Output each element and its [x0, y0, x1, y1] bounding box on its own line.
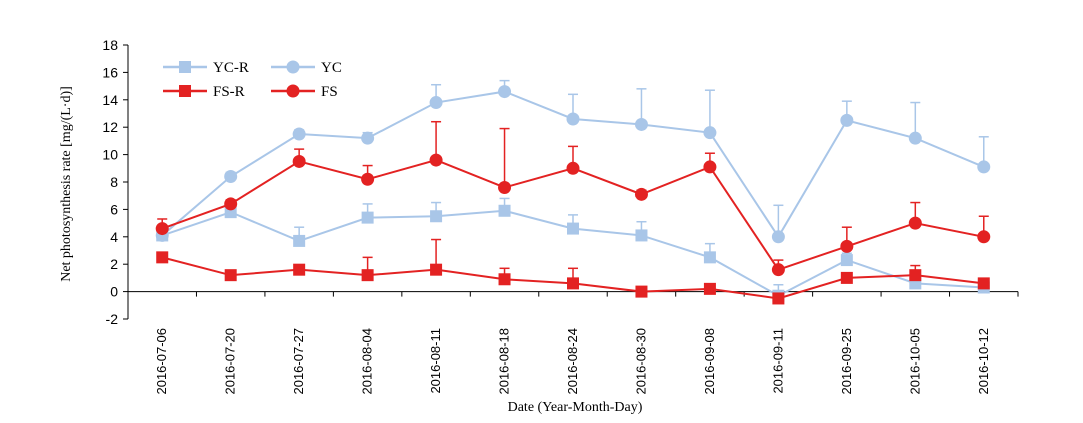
legend-item-yc: YC	[271, 60, 342, 76]
data-point	[224, 269, 237, 282]
x-tick-label: 2016-08-30	[633, 328, 648, 395]
data-point	[566, 161, 580, 175]
series-yc	[155, 85, 991, 244]
series-yc-r	[156, 204, 990, 302]
x-tick-label: 2016-08-04	[360, 328, 375, 395]
legend-label: FS	[321, 84, 338, 100]
legend-label: YC	[321, 60, 342, 76]
data-point	[155, 222, 169, 236]
data-point	[634, 117, 648, 131]
data-point	[498, 180, 512, 194]
error-bars-fs-r	[157, 238, 989, 299]
data-point	[977, 277, 990, 290]
data-point	[771, 230, 785, 244]
x-tick-label: 2016-07-06	[154, 328, 169, 395]
x-tick-label: 2016-07-27	[291, 328, 306, 395]
data-point	[977, 230, 991, 244]
y-tick-label: -2	[106, 311, 119, 327]
data-point	[840, 271, 853, 284]
data-point	[567, 277, 579, 290]
data-point	[361, 269, 374, 282]
y-tick-label: 12	[102, 119, 118, 135]
data-point	[977, 160, 991, 174]
series-layer	[155, 79, 991, 305]
data-point	[772, 292, 785, 305]
data-point	[634, 187, 648, 201]
data-point	[430, 263, 443, 276]
x-tick-label: 2016-08-18	[497, 328, 512, 395]
data-point	[429, 96, 443, 110]
x-tick-label: 2016-09-25	[839, 328, 854, 395]
data-point	[635, 285, 648, 298]
data-point	[908, 216, 922, 230]
legend-label: YC-R	[213, 60, 249, 76]
data-point	[429, 153, 443, 167]
legend-swatch-marker	[286, 60, 300, 74]
data-point	[567, 222, 579, 235]
legend-item-fs: FS	[271, 84, 338, 100]
legend-item-fs-r: FS-R	[163, 84, 245, 100]
data-point	[840, 113, 854, 127]
legend-swatch-marker	[179, 85, 191, 97]
y-tick-label: 6	[110, 201, 118, 217]
legend: YC-R YC FS-R FS	[163, 60, 342, 100]
legend-label: FS-R	[213, 84, 245, 100]
data-point	[430, 210, 443, 223]
series-fs	[155, 153, 991, 277]
axes: -2 0 2 4 6 8 10 12 14 16 18 2016-07-06 2016-07-20 201…	[102, 37, 1019, 395]
y-tick-label: 8	[110, 174, 118, 190]
data-point	[566, 112, 580, 126]
data-point	[498, 204, 511, 217]
data-point	[293, 234, 306, 247]
y-tick-label: 0	[110, 284, 118, 300]
y-tick-label: 14	[102, 92, 118, 108]
data-point	[840, 239, 854, 253]
data-point	[361, 211, 374, 224]
x-tick-label: 2016-08-24	[565, 328, 580, 395]
x-tick-label: 2016-10-12	[976, 328, 991, 395]
data-point	[224, 197, 238, 211]
x-axis-title: Date (Year-Month-Day)	[508, 400, 643, 415]
y-tick-label: 2	[110, 256, 118, 272]
data-point	[703, 282, 716, 295]
y-axis-title: Net photosynthesis rate [mg/(L·d)]	[59, 86, 74, 282]
series-fs-r	[156, 251, 990, 305]
x-tick-label: 2016-09-08	[702, 328, 717, 395]
data-point	[635, 229, 648, 242]
legend-swatch-marker	[179, 61, 191, 73]
x-tick-label: 2016-08-11	[428, 328, 443, 394]
x-tick-label: 2016-07-20	[223, 328, 238, 395]
data-point	[498, 273, 511, 286]
data-point	[361, 131, 375, 145]
x-tick-label: 2016-10-05	[907, 328, 922, 395]
data-point	[703, 160, 717, 174]
data-point	[498, 85, 512, 99]
data-point	[703, 126, 717, 140]
data-point	[293, 263, 306, 276]
data-point	[361, 172, 375, 186]
data-point	[909, 269, 922, 282]
legend-item-yc-r: YC-R	[163, 60, 249, 76]
y-tick-label: 18	[102, 37, 118, 53]
data-point	[840, 254, 853, 267]
y-tick-label: 10	[102, 147, 118, 163]
x-tick-label: 2016-09-11	[770, 328, 785, 394]
legend-swatch-marker	[286, 84, 300, 98]
data-point	[156, 251, 169, 264]
y-tick-label: 4	[110, 229, 118, 245]
data-point	[908, 131, 922, 145]
data-point	[224, 170, 238, 184]
data-point	[703, 251, 716, 264]
y-tick-label: 16	[102, 64, 118, 80]
data-point	[292, 127, 306, 141]
data-point	[292, 154, 306, 168]
data-point	[771, 263, 785, 277]
